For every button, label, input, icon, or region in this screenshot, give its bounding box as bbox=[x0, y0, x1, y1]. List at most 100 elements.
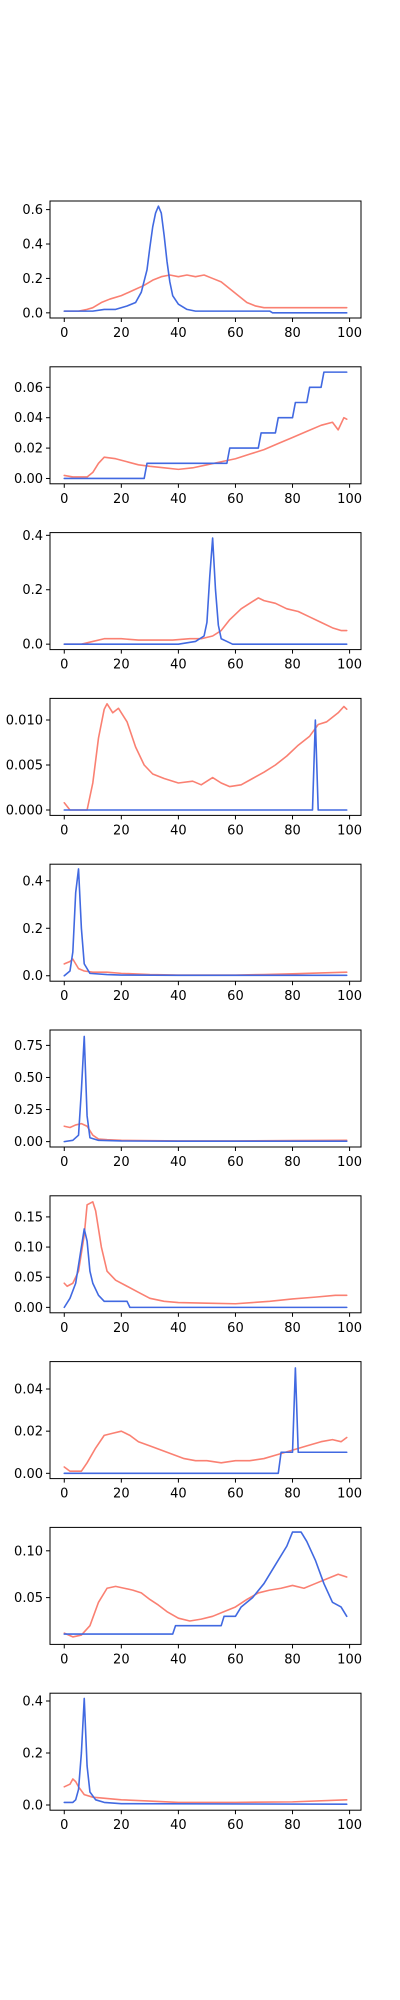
subplot-4: 0 20 40 60 80 100 0.000 0.005 0.010 bbox=[6, 697, 362, 838]
subplot-3-series-2-line bbox=[63, 537, 348, 645]
subplot-3-ytick-label-1: 0.2 bbox=[22, 583, 43, 598]
subplot-4-xtick-label-100: 100 bbox=[337, 823, 362, 838]
subplot-6-xtick-label-100: 100 bbox=[337, 1155, 362, 1170]
subplot-2-xtick-label-0: 0 bbox=[60, 492, 68, 507]
subplot-4-ytick-label-1: 0.005 bbox=[6, 759, 43, 774]
subplot-3-ytick-label-0: 0.0 bbox=[22, 638, 43, 653]
subplot-1-ytick-label-3: 0.6 bbox=[22, 203, 43, 218]
subplot-10-series-2-line bbox=[63, 1697, 348, 1806]
subplot-7-xtick-label-0: 0 bbox=[60, 1321, 68, 1336]
subplot-9-xtick-label-60: 60 bbox=[227, 1652, 244, 1667]
subplot-6-axes-frame bbox=[49, 1029, 362, 1148]
subplot-5-ytick-label-1: 0.2 bbox=[22, 922, 43, 937]
subplot-1-ytick-label-1: 0.2 bbox=[22, 272, 43, 287]
subplot-7-ytick-label-3: 0.15 bbox=[14, 1210, 43, 1225]
subplot-6-xtick-label-0: 0 bbox=[60, 1155, 68, 1170]
subplot-10-ytick-label-1: 0.2 bbox=[22, 1747, 43, 1762]
subplot-10-series-1-line bbox=[63, 1778, 348, 1804]
subplot-10-xtick-label-80: 80 bbox=[284, 1818, 301, 1833]
subplot-7-series-2-line bbox=[63, 1228, 348, 1309]
subplot-1-xtick-label-80: 80 bbox=[284, 326, 301, 341]
subplot-3: 0 20 40 60 80 100 0.0 0.2 0.4 bbox=[22, 529, 362, 673]
subplot-9-ytick-label-0: 0.05 bbox=[14, 1591, 43, 1606]
subplot-3-series-1-line bbox=[63, 597, 348, 645]
subplot-1-axes-frame bbox=[49, 200, 362, 319]
subplot-4-xtick-label-0: 0 bbox=[60, 823, 68, 838]
subplot-7-xtick-label-80: 80 bbox=[284, 1321, 301, 1336]
subplot-8-xtick-label-80: 80 bbox=[284, 1487, 301, 1502]
subplot-4-xtick-label-80: 80 bbox=[284, 823, 301, 838]
subplot-1-xtick-label-100: 100 bbox=[337, 326, 362, 341]
subplot-5-xtick-label-80: 80 bbox=[284, 989, 301, 1004]
subplot-8-ytick-label-2: 0.04 bbox=[14, 1383, 43, 1398]
subplot-8-xtick-label-100: 100 bbox=[337, 1487, 362, 1502]
subplot-8-ytick-label-1: 0.02 bbox=[14, 1425, 43, 1440]
subplot-2: 0 20 40 60 80 100 0.00 0.02 0.04 0.06 bbox=[14, 366, 362, 507]
subplot-3-axes-frame bbox=[49, 532, 362, 651]
subplot-3-xtick-label-0: 0 bbox=[60, 658, 68, 673]
subplot-8-axes-frame bbox=[49, 1361, 362, 1480]
subplot-2-axes-frame bbox=[49, 366, 362, 485]
subplot-8-xtick-label-20: 20 bbox=[113, 1487, 130, 1502]
subplot-6-ytick-label-3: 0.75 bbox=[14, 1039, 43, 1054]
subplot-3-ytick-label-2: 0.4 bbox=[22, 529, 43, 544]
subplot-9-xtick-label-80: 80 bbox=[284, 1652, 301, 1667]
subplot-2-series-2-line bbox=[63, 371, 348, 480]
subplot-10-xtick-label-100: 100 bbox=[337, 1818, 362, 1833]
subplot-6-xtick-label-60: 60 bbox=[227, 1155, 244, 1170]
subplot-9-ytick-label-1: 0.10 bbox=[14, 1544, 43, 1559]
subplot-5-xtick-label-40: 40 bbox=[170, 989, 187, 1004]
subplot-2-ytick-label-3: 0.06 bbox=[14, 381, 43, 396]
subplot-3-xtick-label-60: 60 bbox=[227, 658, 244, 673]
subplot-4-series-2-line bbox=[63, 719, 348, 811]
subplot-5-ytick-label-0: 0.0 bbox=[22, 969, 43, 984]
subplot-1-series-2-line bbox=[63, 205, 348, 314]
subplot-9: 0 20 40 60 80 100 0.05 0.10 bbox=[14, 1526, 362, 1667]
subplot-6-xtick-label-20: 20 bbox=[113, 1155, 130, 1170]
subplot-10-axes-frame bbox=[49, 1692, 362, 1811]
subplot-9-xtick-label-100: 100 bbox=[337, 1652, 362, 1667]
subplot-7: 0 20 40 60 80 100 0.00 0.05 0.10 0.15 bbox=[14, 1195, 362, 1336]
subplot-5-xtick-label-100: 100 bbox=[337, 989, 362, 1004]
subplot-2-ytick-label-1: 0.02 bbox=[14, 442, 43, 457]
subplot-10-xtick-label-20: 20 bbox=[113, 1818, 130, 1833]
subplot-7-xtick-label-40: 40 bbox=[170, 1321, 187, 1336]
subplot-10-xtick-label-60: 60 bbox=[227, 1818, 244, 1833]
subplot-6-xtick-label-80: 80 bbox=[284, 1155, 301, 1170]
subplot-6-ytick-label-1: 0.25 bbox=[14, 1103, 43, 1118]
subplot-4-xtick-label-20: 20 bbox=[113, 823, 130, 838]
subplot-6-ytick-label-0: 0.00 bbox=[14, 1135, 43, 1150]
subplot-10-xtick-label-40: 40 bbox=[170, 1818, 187, 1833]
subplot-1-xtick-label-40: 40 bbox=[170, 326, 187, 341]
subplot-2-ytick-label-2: 0.04 bbox=[14, 411, 43, 426]
subplot-6-ytick-label-2: 0.50 bbox=[14, 1071, 43, 1086]
subplot-1-xtick-label-20: 20 bbox=[113, 326, 130, 341]
subplot-10-xtick-label-0: 0 bbox=[60, 1818, 68, 1833]
subplot-1-xtick-label-60: 60 bbox=[227, 326, 244, 341]
subplot-7-ytick-label-1: 0.05 bbox=[14, 1271, 43, 1286]
subplot-9-series-1-line bbox=[63, 1573, 348, 1638]
subplot-5: 0 20 40 60 80 100 0.0 0.2 0.4 bbox=[22, 863, 362, 1004]
subplot-3-xtick-label-40: 40 bbox=[170, 658, 187, 673]
subplot-1: 0 20 40 60 80 100 0.0 0.2 0.4 0.6 bbox=[22, 200, 362, 341]
subplot-6-xtick-label-40: 40 bbox=[170, 1155, 187, 1170]
subplot-6-series-2-line bbox=[63, 1035, 348, 1143]
subplot-4-xtick-label-60: 60 bbox=[227, 823, 244, 838]
subplot-1-xtick-label-0: 0 bbox=[60, 326, 68, 341]
subplot-7-ytick-label-2: 0.10 bbox=[14, 1241, 43, 1256]
subplot-9-xtick-label-40: 40 bbox=[170, 1652, 187, 1667]
subplot-4-ytick-label-0: 0.000 bbox=[6, 804, 43, 819]
subplot-8-xtick-label-60: 60 bbox=[227, 1487, 244, 1502]
subplot-7-xtick-label-100: 100 bbox=[337, 1321, 362, 1336]
subplot-7-xtick-label-60: 60 bbox=[227, 1321, 244, 1336]
subplot-8-xtick-label-0: 0 bbox=[60, 1487, 68, 1502]
subplot-2-xtick-label-100: 100 bbox=[337, 492, 362, 507]
subplot-4-ytick-label-2: 0.010 bbox=[6, 714, 43, 729]
subplot-9-series-2-line bbox=[63, 1531, 348, 1635]
subplot-10-ytick-label-2: 0.4 bbox=[22, 1695, 43, 1710]
subplot-3-xtick-label-100: 100 bbox=[337, 658, 362, 673]
subplot-6: 0 20 40 60 80 100 0.00 0.25 0.50 0.75 bbox=[14, 1029, 362, 1170]
subplot-2-xtick-label-20: 20 bbox=[113, 492, 130, 507]
subplot-5-series-2-line bbox=[63, 868, 348, 977]
